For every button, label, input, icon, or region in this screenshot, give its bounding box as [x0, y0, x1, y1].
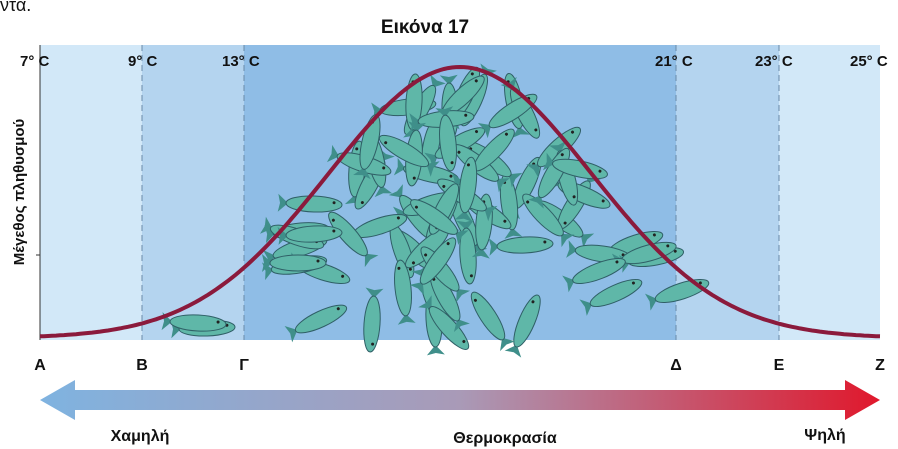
zone-band: [779, 45, 880, 340]
zone-letter: Ζ: [875, 357, 885, 374]
fish-eye: [317, 260, 320, 263]
zone-band: [40, 45, 142, 340]
plot-area: [36, 45, 880, 358]
arrow-title: Θερμοκρασία: [453, 430, 557, 447]
temperature-arrow: [40, 380, 880, 420]
temperature-label: 23° C: [755, 53, 793, 70]
temperature-label: 9° C: [128, 53, 158, 70]
fish-body: [270, 255, 326, 271]
arrow-low-label: Χαμηλή: [111, 428, 170, 445]
temperature-label: 25° C: [850, 53, 888, 70]
y-axis-label: Μέγεθος πληθυσμού: [11, 118, 28, 265]
temperature-label: 13° C: [222, 53, 260, 70]
zone-letter: Γ: [239, 357, 249, 374]
zone-letter: Ε: [774, 357, 785, 374]
zone-letter: Δ: [670, 357, 682, 374]
zone-letter: Α: [34, 357, 46, 374]
zone-letter: Β: [136, 357, 148, 374]
cropped-text: ντα.: [0, 0, 31, 15]
arrow-high-label: Ψηλή: [804, 427, 845, 444]
figure-title: Εικόνα 17: [381, 17, 469, 38]
figure: ντα. Εικόνα 17 Μέγεθος πληθυσμού Χαμηλή …: [0, 0, 898, 449]
temperature-label: 7° C: [20, 53, 50, 70]
temperature-label: 21° C: [655, 53, 693, 70]
zone-band: [142, 45, 244, 340]
